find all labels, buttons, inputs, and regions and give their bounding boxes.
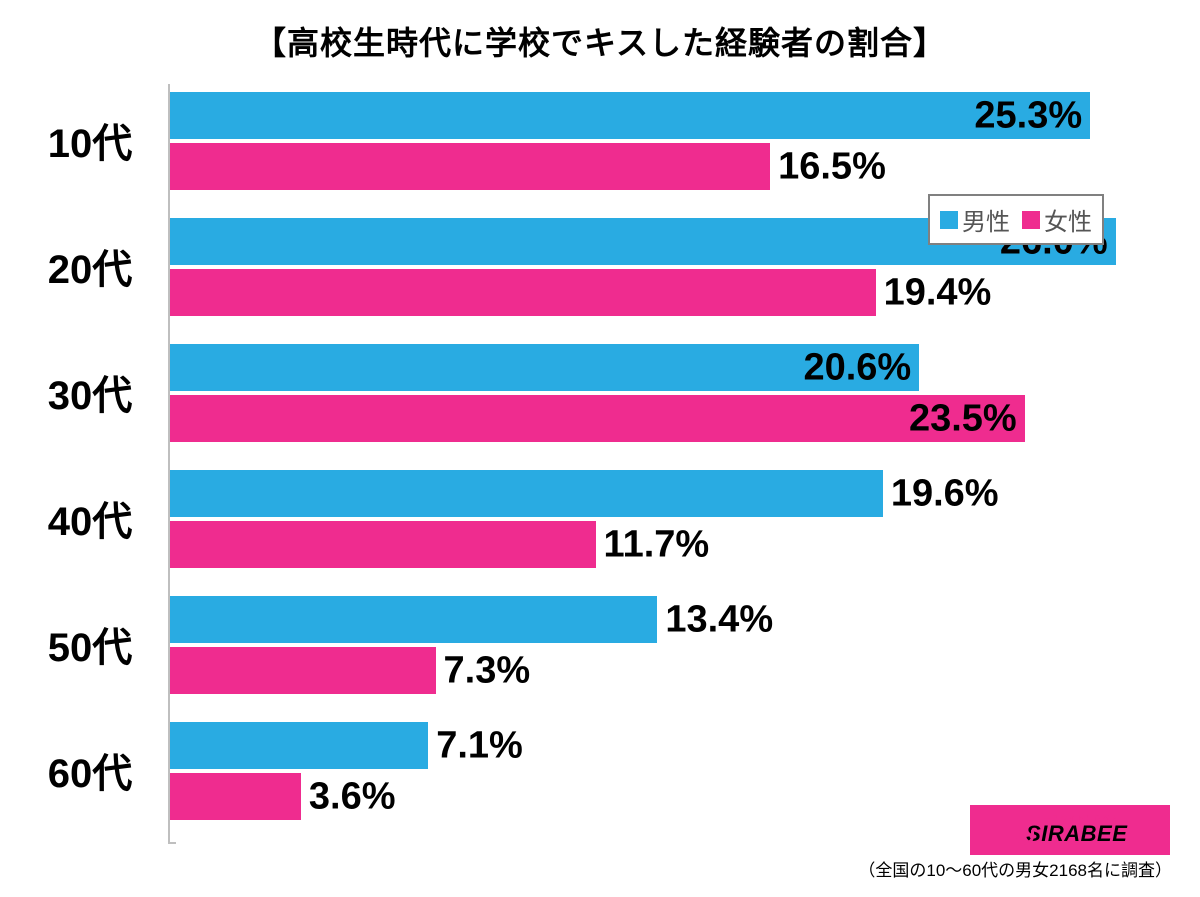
bar-row-female: 16.5%: [170, 143, 1152, 190]
category-group: 50代13.4%7.3%: [170, 588, 1152, 714]
legend-label-female: 女性: [1044, 202, 1092, 237]
bar-value-female: 3.6%: [309, 775, 396, 818]
legend-swatch-male: [940, 211, 958, 229]
bar-row-female: 11.7%: [170, 521, 1152, 568]
bar-row-male: 25.3%: [170, 92, 1152, 139]
bar-male: [170, 470, 883, 517]
category-label: 30代: [20, 363, 160, 421]
bar-female: [170, 773, 301, 820]
legend-item-male: 男性: [940, 202, 1010, 237]
legend-item-female: 女性: [1022, 202, 1092, 237]
sirabee-logo-icon: ι: [1013, 813, 1022, 847]
bar-female: [170, 143, 770, 190]
bar-female: [170, 647, 436, 694]
bar-female: [170, 521, 596, 568]
legend-label-male: 男性: [962, 202, 1010, 237]
legend-swatch-female: [1022, 211, 1040, 229]
sirabee-logo: ι ニュースサイトしらべぇ SIRABEE: [970, 805, 1170, 855]
bar-value-male: 19.6%: [891, 472, 999, 515]
bar-row-male: 7.1%: [170, 722, 1152, 769]
bar-row-female: 7.3%: [170, 647, 1152, 694]
chart-title: 【高校生時代に学校でキスした経験者の割合】: [18, 18, 1182, 64]
bar-male: [170, 722, 428, 769]
bar-row-female: 23.5%: [170, 395, 1152, 442]
category-group: 30代20.6%23.5%: [170, 336, 1152, 462]
category-group: 10代25.3%16.5%: [170, 84, 1152, 210]
bar-row-male: 19.6%: [170, 470, 1152, 517]
bar-value-female: 11.7%: [604, 523, 710, 566]
chart-plot-area: 男性 女性 10代25.3%16.5%20代26.0%19.4%30代20.6%…: [168, 84, 1152, 844]
category-label: 10代: [20, 111, 160, 169]
bar-row-female: 19.4%: [170, 269, 1152, 316]
survey-footnote: （全国の10～60代の男女2168名に調査）: [858, 856, 1172, 881]
bar-value-female: 16.5%: [778, 145, 886, 188]
sirabee-logo-maintext: SIRABEE: [1026, 823, 1127, 845]
y-axis-tick: [168, 842, 176, 844]
bar-value-female: 23.5%: [909, 397, 1017, 440]
bar-male: [170, 92, 1090, 139]
bar-female: [170, 395, 1025, 442]
category-label: 40代: [20, 489, 160, 547]
bar-row-male: 20.6%: [170, 344, 1152, 391]
bar-male: [170, 596, 657, 643]
bar-value-male: 20.6%: [803, 346, 911, 389]
category-group: 40代19.6%11.7%: [170, 462, 1152, 588]
bar-value-male: 13.4%: [665, 598, 773, 641]
category-label: 50代: [20, 615, 160, 673]
bar-female: [170, 269, 876, 316]
bar-value-female: 7.3%: [444, 649, 531, 692]
bar-row-male: 13.4%: [170, 596, 1152, 643]
bar-value-male: 25.3%: [974, 94, 1082, 137]
category-label: 20代: [20, 237, 160, 295]
category-label: 60代: [20, 741, 160, 799]
bar-value-female: 19.4%: [884, 271, 992, 314]
bar-value-male: 7.1%: [436, 724, 523, 767]
legend: 男性 女性: [928, 194, 1104, 245]
